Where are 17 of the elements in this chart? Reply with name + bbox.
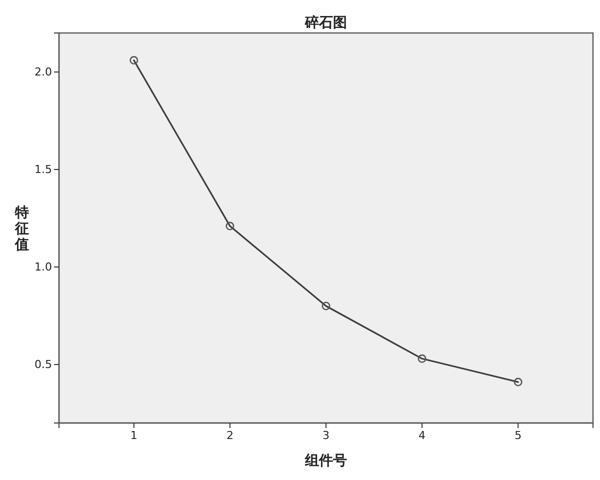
x-tick-label: 5	[514, 428, 522, 442]
point	[322, 302, 330, 310]
chart-title: 碎石图	[304, 14, 347, 31]
y-tick-label: 0.5	[34, 358, 52, 372]
y-tick-label: 2.0	[34, 66, 52, 79]
y-tick-label: 1.0	[34, 260, 52, 274]
y-axis-title: 特征值	[14, 205, 29, 253]
x-tick-label: 2	[226, 428, 234, 442]
x-tick-label: 3	[322, 428, 330, 442]
x-tick-label: 1	[130, 428, 138, 442]
point	[130, 56, 138, 65]
point	[418, 354, 426, 363]
x-tick-label: 4	[418, 428, 426, 442]
point	[514, 378, 522, 386]
y-tick-label: 1.5	[34, 163, 52, 176]
x-axis-title: 组件号	[304, 453, 347, 469]
point	[226, 222, 234, 230]
